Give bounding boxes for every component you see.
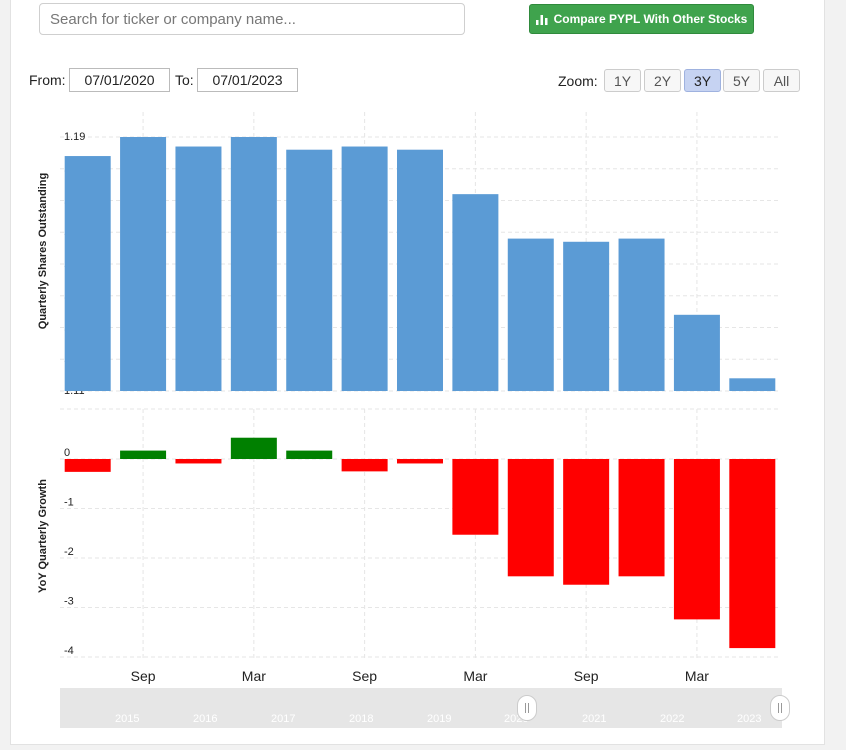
shares-bar	[507, 238, 554, 391]
zoom-all-button[interactable]: All	[763, 69, 800, 92]
x-tick-label: Sep	[352, 668, 377, 684]
navigator-year-label: 2018	[349, 713, 374, 725]
x-tick-label: Mar	[463, 668, 487, 684]
compare-button[interactable]: Compare PYPL With Other Stocks	[529, 4, 754, 34]
growth-bar	[507, 459, 554, 577]
shares-bar	[64, 156, 111, 391]
y-axis-label: YoY Quarterly Growth	[37, 479, 49, 593]
navigator-year-label: 2022	[660, 713, 685, 725]
navigator-year-label: 2021	[582, 713, 607, 725]
zoom-2y-button[interactable]: 2Y	[644, 69, 681, 92]
growth-bar	[452, 459, 499, 535]
navigator-left-handle[interactable]	[517, 695, 537, 721]
x-tick-label: Sep	[131, 668, 156, 684]
growth-bar	[286, 450, 333, 459]
y-tick-label: 0	[64, 447, 70, 459]
zoom-3y-button[interactable]: 3Y	[684, 69, 721, 92]
to-label: To:	[175, 72, 194, 88]
bar-chart-icon	[535, 14, 548, 25]
growth-bar	[729, 459, 776, 649]
shares-bar	[397, 149, 443, 391]
shares-bar	[120, 137, 167, 391]
shares-bar	[563, 241, 610, 391]
from-date-input[interactable]	[69, 68, 170, 92]
growth-bar	[175, 459, 222, 464]
y-axis-label: Quarterly Shares Outstanding	[37, 173, 49, 329]
shares-bar	[452, 194, 499, 391]
navigator-year-label: 2017	[271, 713, 296, 725]
y-tick-label: 1.19	[64, 131, 85, 143]
growth-bar	[120, 450, 167, 459]
zoom-5y-button[interactable]: 5Y	[723, 69, 760, 92]
shares-bar	[286, 149, 333, 391]
shares-bar	[230, 137, 277, 391]
y-tick-label: -4	[64, 645, 74, 657]
navigator-year-label: 2016	[193, 713, 218, 725]
growth-bar	[673, 459, 720, 620]
y-tick-label: -2	[64, 546, 74, 558]
zoom-label: Zoom:	[558, 73, 598, 89]
growth-bar	[230, 437, 277, 459]
x-tick-label: Sep	[574, 668, 599, 684]
shares-bar	[341, 146, 388, 391]
search-input[interactable]	[39, 3, 465, 35]
navigator-right-handle[interactable]	[770, 695, 790, 721]
growth-bar	[64, 459, 111, 472]
navigator-year-label: 2023	[737, 713, 762, 725]
y-tick-label: -1	[64, 496, 74, 508]
x-tick-label: Mar	[685, 668, 709, 684]
growth-bar	[397, 459, 443, 464]
navigator-year-label: 2015	[115, 713, 140, 725]
shares-bar	[673, 314, 720, 391]
zoom-1y-button[interactable]: 1Y	[604, 69, 641, 92]
range-navigator[interactable]	[60, 688, 782, 728]
navigator-year-label: 2019	[427, 713, 452, 725]
shares-bar	[175, 146, 222, 391]
from-label: From:	[29, 72, 66, 88]
to-date-input[interactable]	[197, 68, 298, 92]
compare-button-label: Compare PYPL With Other Stocks	[553, 12, 748, 26]
shares-bar	[729, 378, 776, 391]
growth-bar	[618, 459, 665, 577]
growth-bar	[341, 459, 388, 472]
y-tick-label: -3	[64, 595, 74, 607]
x-tick-label: Mar	[242, 668, 266, 684]
shares-bar	[618, 238, 665, 391]
growth-bar	[563, 459, 610, 585]
